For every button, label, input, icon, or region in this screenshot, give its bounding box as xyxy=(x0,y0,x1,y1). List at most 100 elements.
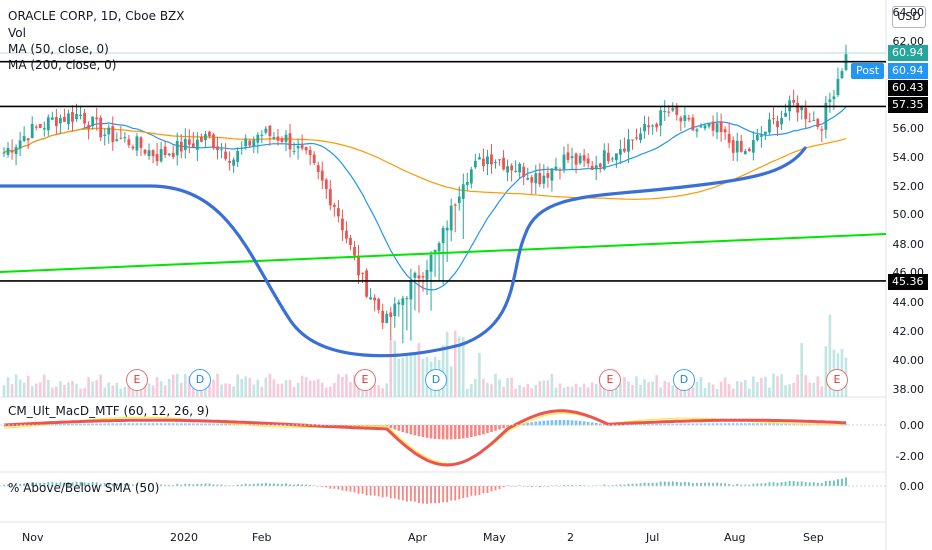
candle-body xyxy=(602,150,606,170)
earnings-marker[interactable]: E xyxy=(826,369,848,391)
sma-bar xyxy=(119,483,122,486)
earnings-marker[interactable]: E xyxy=(126,369,148,391)
volume-legend[interactable]: Vol xyxy=(8,26,26,40)
symbol-title[interactable]: ORACLE CORP, 1D, Cboe BZX xyxy=(8,9,185,23)
volume-bar xyxy=(212,379,215,397)
volume-bar xyxy=(296,382,300,397)
volume-bar xyxy=(812,382,816,397)
sma-bar xyxy=(71,482,74,486)
sma-bar xyxy=(3,484,5,486)
ma50-legend[interactable]: MA (50, close, 0) xyxy=(8,42,109,56)
sma-bar xyxy=(663,481,666,486)
sma-bar xyxy=(736,483,739,486)
sma-legend[interactable]: % Above/Below SMA (50) xyxy=(8,481,160,495)
macd-histogram-bar xyxy=(776,423,779,426)
candle-body xyxy=(719,121,723,133)
candle-body xyxy=(671,108,675,111)
sma-bar xyxy=(768,482,771,486)
currency-button[interactable]: USD xyxy=(892,6,926,28)
sma-bar xyxy=(144,484,146,486)
candle-body xyxy=(751,140,755,153)
candle-body xyxy=(534,173,538,184)
earnings-marker[interactable]: E xyxy=(599,369,621,391)
macd-legend[interactable]: CM_Ult_MacD_MTF (60, 12, 26, 9) xyxy=(8,404,210,418)
volume-bar xyxy=(409,352,413,397)
sma-bar xyxy=(47,482,50,486)
volume-bar xyxy=(171,374,175,397)
macd-histogram-bar xyxy=(445,425,449,440)
candle-body xyxy=(707,123,711,127)
macd-histogram-bar xyxy=(703,423,707,426)
sma-bar xyxy=(635,483,638,486)
macd-histogram-bar xyxy=(397,425,401,431)
candle-body xyxy=(155,154,159,162)
macd-histogram-bar xyxy=(562,420,566,426)
candle-body xyxy=(703,125,707,129)
sma-bar xyxy=(720,483,723,486)
volume-bar xyxy=(264,377,268,397)
sma-bar xyxy=(277,483,279,486)
macd-histogram-bar xyxy=(349,425,352,427)
volume-bar xyxy=(461,337,465,397)
candle-body xyxy=(417,275,421,279)
candle-body xyxy=(220,149,223,151)
sma-bar xyxy=(7,484,9,486)
sma-bar xyxy=(289,484,291,486)
candle-body xyxy=(292,150,296,152)
macd-axis-label: -2.00 xyxy=(895,450,924,463)
volume-bar xyxy=(764,376,767,397)
macd-histogram-bar xyxy=(715,423,719,426)
macd-histogram-bar xyxy=(780,423,783,426)
candle-body xyxy=(284,134,288,142)
sma-bar xyxy=(152,484,154,486)
volume-bar xyxy=(683,385,687,397)
volume-bar xyxy=(59,381,62,397)
candle-body xyxy=(429,254,433,272)
sma-bar xyxy=(365,486,368,496)
dividend-marker[interactable]: D xyxy=(189,369,211,391)
cup-pattern-drawing xyxy=(0,146,807,358)
volume-bar xyxy=(780,374,783,397)
sma-bar xyxy=(256,483,259,486)
volume-bar xyxy=(800,342,803,397)
volume-bar xyxy=(715,388,719,397)
sma-bar xyxy=(55,482,58,486)
macd-histogram-bar xyxy=(482,425,485,435)
macd-histogram-bar xyxy=(127,423,131,426)
volume-bar xyxy=(79,388,82,397)
candle-body xyxy=(405,298,409,300)
sma-bar xyxy=(808,482,811,486)
sma-bar xyxy=(619,484,622,486)
sma-bar xyxy=(369,486,372,496)
candle-body xyxy=(804,107,808,120)
sma-bar xyxy=(337,486,340,490)
ma50-line xyxy=(3,106,847,291)
sma-bar xyxy=(148,484,150,486)
candle-body xyxy=(723,129,727,133)
candle-body xyxy=(341,218,344,231)
earnings-marker[interactable]: E xyxy=(354,369,376,391)
dividend-marker[interactable]: D xyxy=(673,369,695,391)
sma-bar xyxy=(405,486,408,502)
price-axis-label: 44.00 xyxy=(892,296,925,309)
sma-bar xyxy=(19,483,22,486)
volume-bar xyxy=(123,386,127,397)
candle-body xyxy=(502,157,505,170)
candle-body xyxy=(425,269,429,280)
macd-histogram-bar xyxy=(421,425,425,438)
candle-body xyxy=(635,137,638,139)
sma-bar xyxy=(579,484,582,486)
candle-body xyxy=(195,139,199,150)
macd-histogram-bar xyxy=(760,423,763,426)
volume-bar xyxy=(248,377,252,397)
sma-bar xyxy=(321,486,324,487)
volume-bar xyxy=(151,385,155,397)
ma200-legend[interactable]: MA (200, close, 0) xyxy=(8,58,117,72)
sma-bar xyxy=(833,480,835,486)
macd-histogram-bar xyxy=(542,420,546,426)
dividend-marker[interactable]: D xyxy=(425,369,447,391)
sma-bar xyxy=(792,481,795,486)
candle-body xyxy=(526,178,530,180)
sma-bar xyxy=(107,482,110,486)
